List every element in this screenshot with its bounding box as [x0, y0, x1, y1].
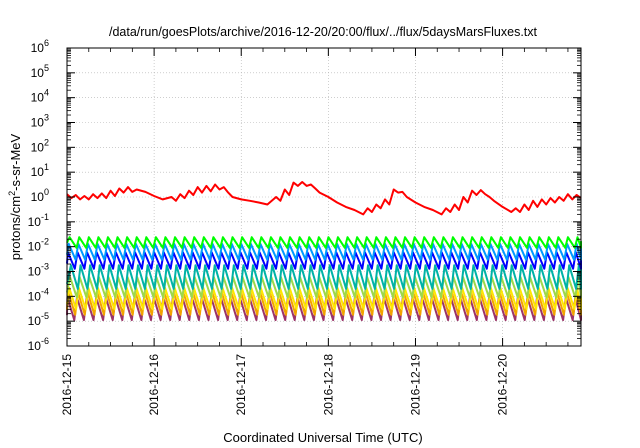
y-tick-label: 101 — [31, 162, 49, 179]
y-tick-label-base: 10 — [31, 41, 45, 55]
y-tick-label: 10-3 — [28, 262, 49, 279]
y-tick-label: 104 — [31, 88, 49, 105]
y-tick-label-exponent: -5 — [41, 311, 49, 321]
y-tick-label: 10-2 — [28, 237, 49, 254]
x-tick-label: 2016-12-19 — [408, 354, 422, 416]
y-axis-title-rest: -s-sr-MeV — [8, 133, 23, 190]
y-tick-label: 105 — [31, 63, 49, 80]
x-tick-label: 2016-12-18 — [321, 354, 335, 416]
y-tick-label: 10-5 — [28, 311, 49, 328]
y-tick-label-base: 10 — [28, 240, 42, 254]
y-tick-label-base: 10 — [31, 140, 45, 154]
y-tick-label-base: 10 — [31, 165, 45, 179]
flux-series-line — [66, 236, 582, 249]
y-tick-label-base: 10 — [28, 265, 42, 279]
flux-series-line — [66, 264, 582, 290]
x-tick-label: 2016-12-16 — [147, 354, 161, 416]
y-tick-label-base: 10 — [31, 91, 45, 105]
x-tick-label: 2016-12-15 — [60, 354, 74, 416]
y-tick-label-exponent: 2 — [44, 137, 49, 147]
x-axis-tick-labels: 2016-12-15 2016-12-16 2016-12-17 2016-12-18… — [60, 354, 510, 416]
x-tick-label: 2016-12-17 — [234, 354, 248, 416]
y-tick-label-base: 10 — [31, 190, 45, 204]
y-tick-label-exponent: 5 — [44, 63, 49, 73]
y-tick-label: 10-6 — [28, 336, 49, 353]
series-lines — [66, 181, 582, 322]
y-tick-label-base: 10 — [31, 116, 45, 130]
y-tick-label-exponent: -4 — [41, 286, 49, 296]
y-tick-label-base: 10 — [28, 215, 42, 229]
axis-ticks — [66, 47, 581, 347]
main-flux-series-line — [66, 181, 582, 216]
y-tick-label: 10-4 — [28, 286, 49, 303]
y-tick-label: 103 — [31, 113, 49, 130]
y-tick-label-exponent: -3 — [41, 262, 49, 272]
y-tick-label-exponent: 6 — [44, 38, 49, 48]
y-axis-tick-labels: 10-610-510-410-310-210-11001011021031041… — [28, 38, 49, 353]
y-axis-title-base: protons/cm — [8, 196, 23, 260]
y-tick-label-exponent: -6 — [41, 336, 49, 346]
y-tick-label: 100 — [31, 187, 49, 204]
y-tick-label-exponent: 0 — [44, 187, 49, 197]
y-tick-label-exponent: 3 — [44, 113, 49, 123]
y-tick-label-base: 10 — [28, 314, 42, 328]
y-axis-title: protons/cm2-s-sr-MeV — [7, 133, 23, 260]
y-tick-label-base: 10 — [31, 66, 45, 80]
y-tick-label-exponent: 4 — [44, 88, 49, 98]
y-tick-label: 106 — [31, 38, 49, 55]
y-axis-title-sup: 2 — [7, 191, 17, 196]
y-tick-label-exponent: 1 — [44, 162, 49, 172]
y-tick-label: 102 — [31, 137, 49, 154]
x-tick-label: 2016-12-20 — [496, 354, 510, 416]
y-tick-label: 10-1 — [28, 212, 49, 229]
chart-title: /data/run/goesPlots/archive/2016-12-20/2… — [109, 25, 538, 39]
y-tick-label-base: 10 — [28, 289, 42, 303]
y-tick-label-exponent: -1 — [41, 212, 49, 222]
y-tick-label-exponent: -2 — [41, 237, 49, 247]
y-tick-label-base: 10 — [28, 339, 42, 353]
x-axis-title: Coordinated Universal Time (UTC) — [223, 430, 422, 445]
